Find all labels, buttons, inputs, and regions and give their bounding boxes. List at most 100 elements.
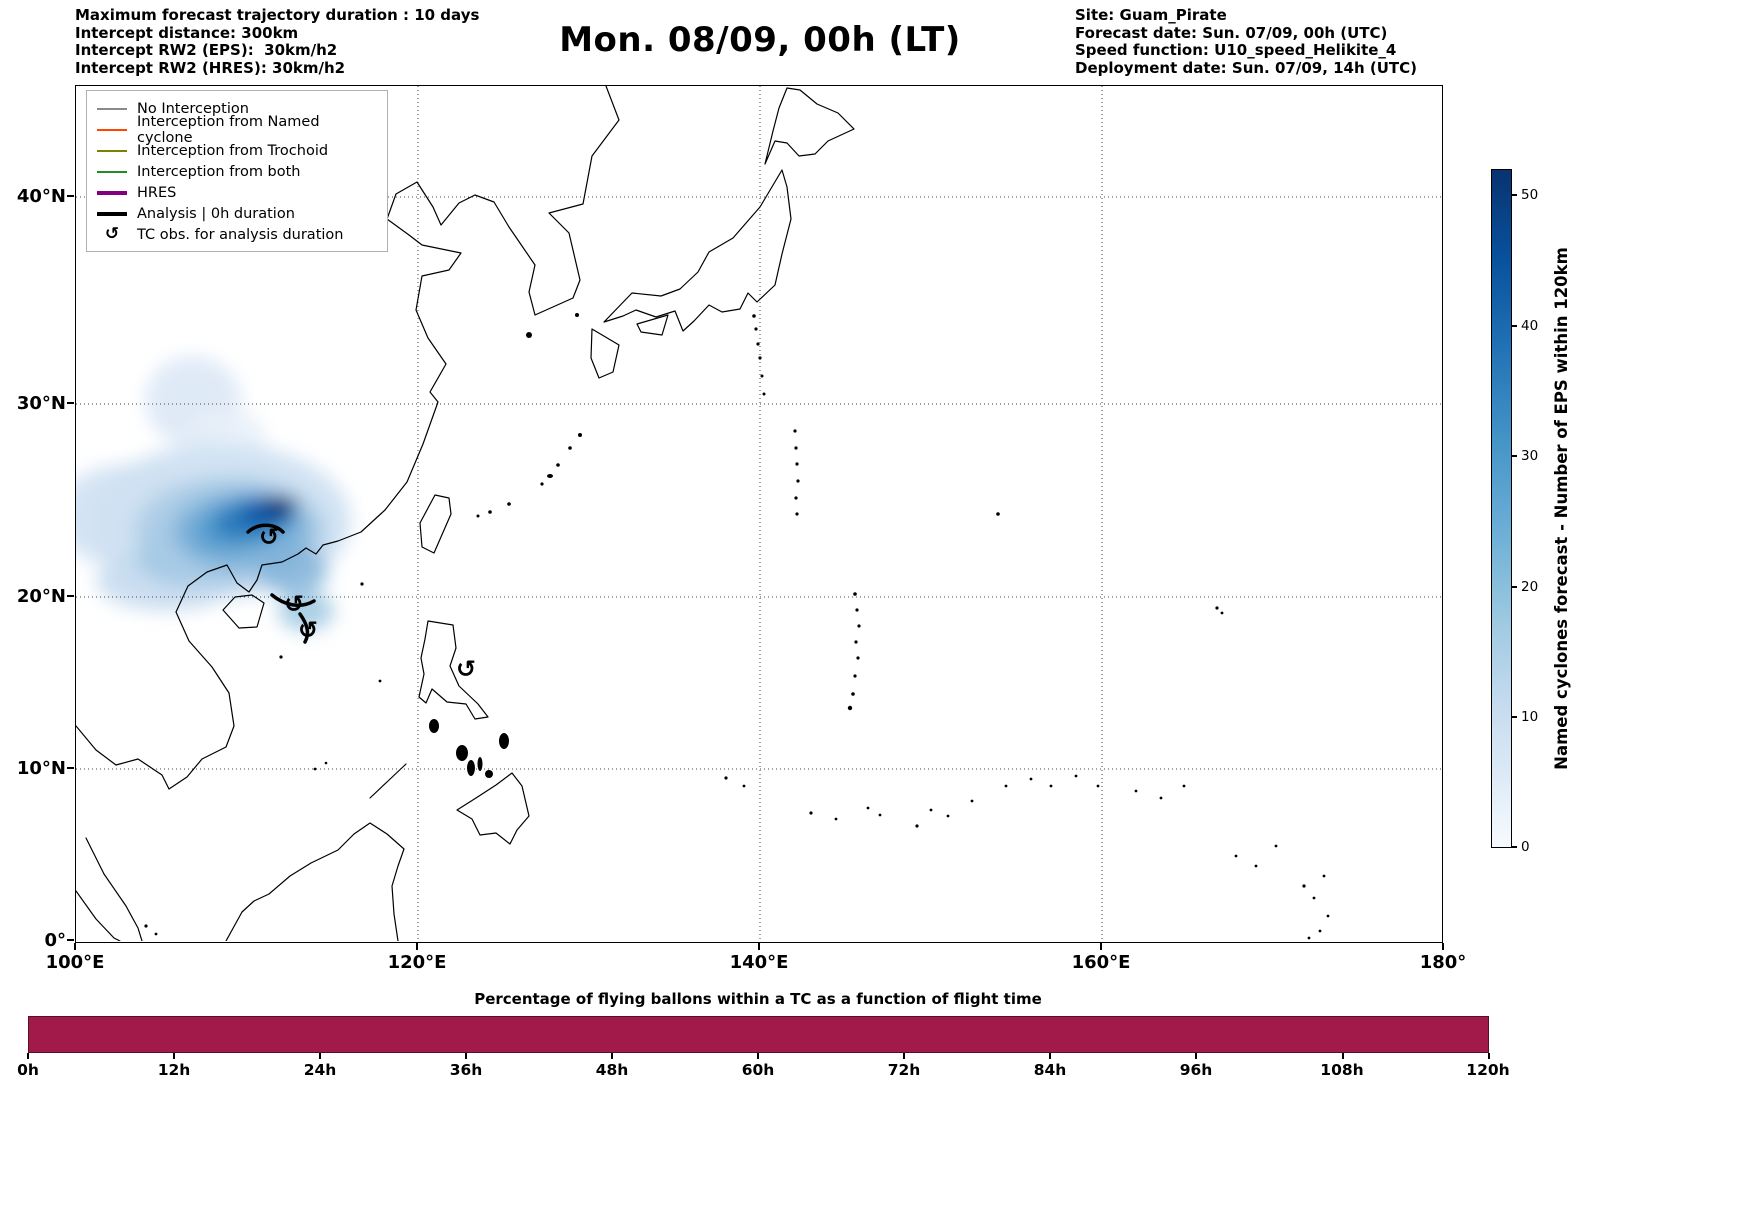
bottom-tick-mark	[465, 1053, 467, 1059]
bottom-tick-mark	[757, 1053, 759, 1059]
tc-obs-marker: ↺	[298, 616, 318, 644]
legend-label: HRES	[137, 184, 177, 201]
y-tick-label: 0°	[44, 930, 66, 951]
bottom-tick-label: 12h	[157, 1061, 191, 1079]
gridlines	[76, 86, 1441, 941]
legend-label: Interception from Named cyclone	[137, 113, 320, 146]
bottom-tick-label: 72h	[887, 1061, 921, 1079]
bottom-tick-label: 108h	[1320, 1061, 1364, 1079]
cyclone-icon: ↺	[104, 224, 120, 244]
legend-label: Analysis | 0h duration	[137, 205, 295, 222]
param-line: Intercept RW2 (EPS): 30km/h2	[75, 41, 338, 59]
legend-item: Analysis | 0h duration	[97, 203, 377, 224]
bottom-tick-mark	[27, 1053, 29, 1059]
y-tick-label: 40°N	[16, 186, 66, 207]
x-tick-label: 100°E	[45, 952, 105, 973]
site-line: Site: Guam_Pirate	[1075, 6, 1227, 24]
x-tick-mark	[74, 943, 76, 950]
x-tick-label: 160°E	[1071, 952, 1131, 973]
coastlines	[76, 86, 855, 941]
site-line: Speed function: U10_speed_Helikite_4	[1075, 41, 1397, 59]
x-tick-mark	[758, 943, 760, 950]
colorbar-tick-label: 10	[1521, 709, 1539, 725]
legend-line-swatch	[97, 107, 127, 110]
bottom-tick-mark	[1049, 1053, 1051, 1059]
colorbar-tick-label: 20	[1521, 579, 1539, 595]
bottom-tick-label: 48h	[595, 1061, 629, 1079]
bottom-tick-mark	[611, 1053, 613, 1059]
bottom-tick-mark	[173, 1053, 175, 1059]
map-legend: No Interception Interception from Named …	[86, 90, 388, 252]
param-line: Intercept distance: 300km	[75, 23, 299, 42]
colorbar-tick-label: 30	[1521, 448, 1539, 464]
x-tick-mark	[1442, 943, 1444, 950]
legend-item: Interception from both	[97, 161, 377, 182]
y-tick-mark	[67, 767, 74, 769]
bottom-tick-label: 24h	[303, 1061, 337, 1079]
tc-obs-marker: ↺	[259, 523, 279, 551]
bottom-tick-label: 120h	[1466, 1061, 1510, 1079]
legend-line-swatch	[97, 128, 127, 131]
map-plot: ↺ ↺ ↺ ↺ No Interception Interception fro…	[75, 85, 1443, 943]
legend-line-swatch	[97, 190, 127, 195]
bottom-tick-mark	[1195, 1053, 1197, 1059]
bottom-chart-title: Percentage of flying ballons within a TC…	[474, 990, 1042, 1008]
bottom-tick-label: 84h	[1033, 1061, 1067, 1079]
colorbar	[1491, 169, 1512, 848]
site-line: Deployment date: Sun. 07/09, 14h (UTC)	[1075, 58, 1418, 77]
y-tick-mark	[67, 402, 74, 404]
legend-line-swatch	[97, 170, 127, 173]
x-tick-label: 140°E	[729, 952, 789, 973]
tc-obs-marker: ↺	[456, 655, 476, 683]
bottom-tick-mark	[1488, 1053, 1490, 1059]
colorbar-tick-label: 40	[1521, 318, 1539, 334]
colorbar-tick-label: 0	[1521, 839, 1530, 855]
tc-percentage-bar	[28, 1016, 1489, 1053]
colorbar-tick-mark	[1512, 325, 1517, 327]
legend-label: TC obs. for analysis duration	[137, 226, 344, 243]
y-tick-label: 10°N	[16, 758, 66, 779]
legend-line-swatch	[97, 211, 127, 216]
tc-obs-marker: ↺	[284, 590, 304, 618]
y-tick-label: 20°N	[16, 586, 66, 607]
bottom-tick-label: 0h	[17, 1061, 39, 1079]
y-tick-label: 30°N	[16, 393, 66, 414]
colorbar-tick-mark	[1512, 455, 1517, 457]
bottom-tick-mark	[1342, 1053, 1344, 1059]
bottom-tick-label: 36h	[449, 1061, 483, 1079]
bottom-tick-label: 96h	[1179, 1061, 1213, 1079]
colorbar-tick-mark	[1512, 194, 1517, 196]
bottom-tick-mark	[319, 1053, 321, 1059]
analysis-track	[246, 523, 316, 644]
y-tick-mark	[67, 195, 74, 197]
colorbar-tick-label: 50	[1521, 187, 1539, 203]
legend-label: No Interception	[137, 100, 249, 117]
colorbar-tick-mark	[1512, 586, 1517, 588]
island-dots	[144, 313, 1330, 940]
legend-item: Interception from Trochoid	[97, 140, 377, 161]
colorbar-label: Named cyclones forecast - Number of EPS …	[1551, 247, 1571, 770]
legend-item: ↺ TC obs. for analysis duration	[97, 224, 377, 245]
bottom-tick-label: 60h	[741, 1061, 775, 1079]
x-tick-mark	[416, 943, 418, 950]
legend-label: Interception from Trochoid	[137, 142, 329, 159]
colorbar-tick-mark	[1512, 716, 1517, 718]
run-parameters-block: Maximum forecast trajectory duration : 1…	[75, 6, 479, 77]
site-line: Forecast date: Sun. 07/09, 00h (UTC)	[1075, 23, 1388, 42]
param-line: Intercept RW2 (HRES): 30km/h2	[75, 58, 346, 77]
x-tick-label: 120°E	[387, 952, 447, 973]
map-svg: ↺ ↺ ↺ ↺	[76, 86, 1441, 941]
x-tick-label: 180°	[1419, 952, 1467, 973]
colorbar-label-wrap: Named cyclones forecast - Number of EPS …	[1540, 169, 1582, 848]
y-tick-mark	[67, 595, 74, 597]
legend-label: Interception from both	[137, 163, 301, 180]
eps-density-heatmap	[76, 356, 351, 631]
x-tick-mark	[1100, 943, 1102, 950]
y-tick-mark	[67, 939, 74, 941]
legend-item: Interception from Named cyclone	[97, 114, 377, 146]
legend-item: HRES	[97, 182, 377, 203]
legend-item: No Interception	[97, 98, 377, 119]
site-info-block: Site: Guam_Pirate Forecast date: Sun. 07…	[1075, 6, 1418, 77]
colorbar-tick-mark	[1512, 846, 1517, 848]
